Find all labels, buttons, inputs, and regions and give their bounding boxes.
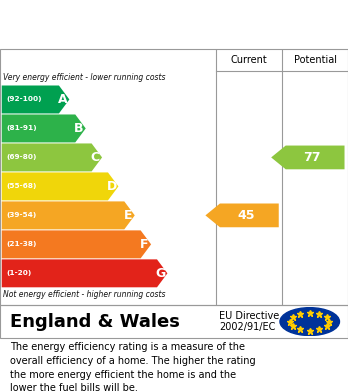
Text: Potential: Potential bbox=[294, 55, 337, 65]
Polygon shape bbox=[2, 143, 102, 171]
Text: (21-38): (21-38) bbox=[6, 241, 36, 248]
Polygon shape bbox=[2, 115, 86, 142]
Text: (55-68): (55-68) bbox=[6, 183, 36, 189]
Text: (1-20): (1-20) bbox=[6, 270, 31, 276]
Text: G: G bbox=[156, 267, 166, 280]
Polygon shape bbox=[2, 230, 151, 258]
Text: Not energy efficient - higher running costs: Not energy efficient - higher running co… bbox=[3, 291, 166, 300]
Text: Energy Efficiency Rating: Energy Efficiency Rating bbox=[10, 15, 258, 34]
Text: A: A bbox=[58, 93, 68, 106]
Text: Very energy efficient - lower running costs: Very energy efficient - lower running co… bbox=[3, 73, 166, 82]
Text: E: E bbox=[124, 209, 132, 222]
Polygon shape bbox=[205, 203, 279, 227]
Text: C: C bbox=[91, 151, 100, 164]
Text: D: D bbox=[106, 180, 117, 193]
Circle shape bbox=[280, 308, 340, 335]
Polygon shape bbox=[2, 172, 118, 200]
Text: (92-100): (92-100) bbox=[6, 97, 41, 102]
Text: 77: 77 bbox=[303, 151, 321, 164]
Text: (39-54): (39-54) bbox=[6, 212, 36, 219]
Text: B: B bbox=[74, 122, 84, 135]
Text: (81-91): (81-91) bbox=[6, 126, 37, 131]
Polygon shape bbox=[2, 259, 167, 287]
Polygon shape bbox=[2, 201, 135, 230]
Polygon shape bbox=[271, 145, 345, 169]
Text: (69-80): (69-80) bbox=[6, 154, 36, 160]
Text: The energy efficiency rating is a measure of the
overall efficiency of a home. T: The energy efficiency rating is a measur… bbox=[10, 343, 256, 391]
Text: Current: Current bbox=[231, 55, 268, 65]
Text: England & Wales: England & Wales bbox=[10, 312, 180, 331]
Text: F: F bbox=[140, 238, 149, 251]
Polygon shape bbox=[2, 86, 69, 113]
Text: 45: 45 bbox=[237, 209, 255, 222]
Text: EU Directive
2002/91/EC: EU Directive 2002/91/EC bbox=[219, 311, 279, 332]
